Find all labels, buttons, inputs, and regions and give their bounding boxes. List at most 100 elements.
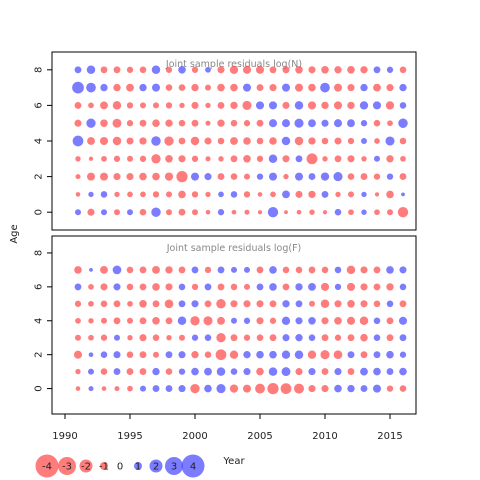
- bubble-point: [347, 119, 355, 128]
- bubble-point: [114, 209, 120, 216]
- bubble-point: [399, 385, 407, 392]
- bubble-point: [230, 173, 238, 180]
- bubble-point: [373, 300, 381, 308]
- y-tick-label: 8: [34, 67, 45, 73]
- bubble-point: [295, 317, 303, 325]
- bubble-point: [308, 173, 316, 181]
- bubble-point: [334, 155, 342, 163]
- bubble-point: [178, 208, 186, 216]
- bubble-point: [127, 155, 133, 162]
- bubble-point: [152, 367, 160, 376]
- bubble-point: [112, 265, 122, 275]
- bubble-point: [295, 155, 303, 163]
- bubble-point: [386, 266, 394, 274]
- bubble-point: [190, 316, 200, 326]
- bubble-point: [308, 83, 316, 92]
- bubble-point: [373, 173, 381, 180]
- bubble-point: [333, 119, 343, 128]
- bubble-point: [308, 66, 316, 74]
- bubble-point: [401, 192, 405, 197]
- bubble-point: [151, 83, 161, 92]
- bubble-point: [282, 155, 290, 163]
- bubble-point: [333, 101, 343, 110]
- bubble-point: [165, 84, 173, 91]
- bubble-point: [256, 317, 264, 325]
- bubble-point: [126, 120, 134, 127]
- bubble-point: [204, 367, 212, 376]
- bubble-point: [217, 83, 225, 92]
- bubble-point: [126, 102, 134, 109]
- bubble-point: [346, 265, 356, 275]
- panel-title: Joint sample residuals log(F): [166, 243, 302, 254]
- y-tick-label: 0: [34, 209, 45, 215]
- bubble-point: [374, 155, 380, 162]
- bubble-point: [256, 137, 264, 145]
- legend-label: 0: [117, 462, 123, 473]
- bubble-point: [230, 300, 238, 308]
- bubble-point: [165, 351, 173, 359]
- bubble-point: [190, 136, 200, 146]
- bubble-point: [360, 283, 368, 291]
- bubble-point: [113, 155, 121, 162]
- bubble-point: [74, 283, 82, 291]
- bubble-point: [243, 317, 251, 324]
- bubble-point: [399, 66, 407, 74]
- bubble-point: [321, 266, 329, 274]
- bubble-point: [256, 300, 264, 308]
- bubble-point: [87, 208, 95, 216]
- bubble-point: [100, 265, 108, 274]
- bubble-point: [361, 209, 367, 215]
- bubble-point: [217, 119, 225, 127]
- x-axis-label: Year: [222, 456, 245, 467]
- bubble-point: [347, 368, 355, 376]
- bubble-point: [347, 84, 355, 92]
- bubble-point: [191, 283, 199, 291]
- bubble-point: [215, 349, 227, 361]
- bubble-point: [309, 209, 315, 215]
- bubble-point: [256, 283, 264, 291]
- bubble-point: [308, 282, 316, 291]
- bubble-point: [165, 385, 173, 393]
- bubble-point: [347, 351, 355, 359]
- bubble-point: [385, 136, 395, 146]
- legend-bubble: [79, 459, 93, 473]
- bubble-point: [294, 136, 304, 146]
- bubble-point: [283, 173, 289, 180]
- bubble-point: [373, 66, 381, 74]
- panel-frame: [51, 235, 417, 415]
- y-axis-label: Age: [9, 224, 20, 243]
- bubble-point: [320, 282, 330, 291]
- bubble-point: [282, 101, 290, 109]
- bubble-point: [243, 155, 251, 163]
- bubble-point: [113, 283, 121, 291]
- bubble-point: [139, 317, 147, 325]
- bubble-point: [243, 368, 251, 376]
- bubble-point: [346, 316, 356, 325]
- bubble-point: [139, 266, 147, 274]
- bubble-point: [75, 192, 81, 197]
- legend-bubble: [165, 457, 183, 475]
- bubble-point: [127, 191, 133, 198]
- bubble-point: [114, 386, 120, 392]
- bubble-point: [205, 209, 211, 215]
- bubble-point: [86, 82, 96, 93]
- bubble-point: [333, 83, 343, 92]
- bubble-point: [269, 334, 277, 342]
- bubble-point: [127, 209, 133, 216]
- bubble-point: [152, 172, 160, 181]
- x-tick-label: 2000: [182, 431, 207, 442]
- bubble-point: [242, 83, 252, 92]
- bubble-point: [217, 283, 225, 291]
- bubble-point: [204, 173, 212, 181]
- bubble-point: [269, 84, 277, 92]
- bubble-point: [205, 84, 211, 91]
- bubble-point: [100, 334, 108, 341]
- bubble-point: [177, 316, 187, 326]
- bubble-point: [126, 283, 134, 291]
- bubble-point: [333, 350, 343, 360]
- bubble-point: [282, 66, 290, 74]
- bubble-point: [347, 137, 355, 145]
- bubble-point: [230, 334, 238, 342]
- bubble-point: [139, 172, 147, 181]
- bubble-point: [335, 191, 341, 198]
